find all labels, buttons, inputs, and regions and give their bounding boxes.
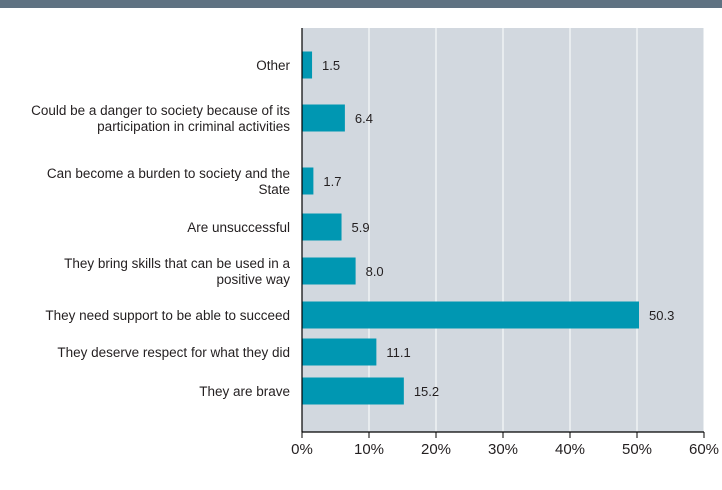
top-band	[0, 0, 722, 8]
bars	[302, 51, 640, 405]
category-label: Can become a burden to society and the St…	[47, 166, 290, 197]
x-tick-label: 40%	[555, 441, 585, 458]
category-label: They deserve respect for what they did	[57, 345, 290, 360]
bar	[302, 104, 345, 132]
category-label: Are unsuccessful	[187, 220, 290, 235]
category-label-line: They need support to be able to succeed	[45, 308, 290, 323]
bar-value-label: 15.2	[414, 384, 439, 399]
x-tick-label: 0%	[291, 441, 313, 458]
bar	[302, 213, 342, 241]
x-tick-label: 10%	[354, 441, 384, 458]
bar-value-label: 6.4	[355, 111, 373, 126]
category-label-line: They deserve respect for what they did	[57, 345, 290, 360]
x-axis-ticks: 0% 10% 20% 30% 40% 50% 60%	[291, 432, 719, 458]
bar-value-label: 8.0	[366, 264, 384, 279]
category-label-line: Other	[256, 58, 290, 73]
category-label-line: Could be a danger to society because of …	[31, 103, 290, 118]
category-label-line: participation in criminal activities	[97, 119, 290, 134]
category-label: They are brave	[199, 384, 290, 399]
category-label: Other	[256, 58, 290, 73]
category-label-line: Are unsuccessful	[187, 220, 290, 235]
category-label: They need support to be able to succeed	[45, 308, 290, 323]
x-tick-label: 20%	[421, 441, 451, 458]
category-labels: Other Could be a danger to society becaus…	[31, 58, 290, 399]
bar	[302, 338, 377, 366]
bar-value-label: 1.5	[322, 58, 340, 73]
x-tick-label: 60%	[689, 441, 719, 458]
category-label-line: They are brave	[199, 384, 290, 399]
bar	[302, 301, 640, 329]
value-labels: 1.5 6.4 1.7 5.9 8.0 50.3 11.1 15.2	[322, 58, 674, 399]
bar	[302, 167, 314, 195]
bar-value-label: 11.1	[386, 345, 410, 360]
bar-value-label: 5.9	[352, 220, 370, 235]
gridlines	[368, 28, 705, 432]
bar-value-label: 1.7	[323, 174, 341, 189]
category-label-line: They bring skills that can be used in a	[64, 256, 290, 271]
bar	[302, 377, 404, 405]
x-tick-label: 50%	[622, 441, 652, 458]
bar	[302, 257, 356, 285]
bar	[302, 51, 313, 79]
bar-value-label: 50.3	[649, 308, 674, 323]
category-label-line: positive way	[216, 272, 290, 287]
category-label: Could be a danger to society because of …	[31, 103, 290, 134]
category-label-line: Can become a burden to society and the	[47, 166, 290, 181]
x-tick-label: 30%	[488, 441, 518, 458]
category-label-line: State	[258, 182, 290, 197]
